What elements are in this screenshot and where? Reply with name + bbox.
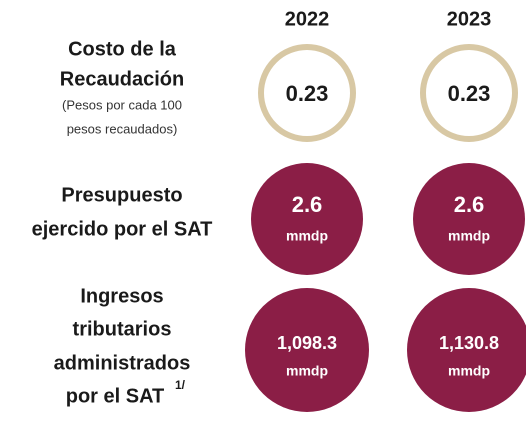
row-label: administrados xyxy=(54,352,191,374)
unit: mmdp xyxy=(448,228,490,244)
value: 2.6 xyxy=(454,192,485,217)
row-label: tributarios xyxy=(73,318,172,340)
row-label: Recaudación xyxy=(60,68,184,90)
row-label: Costo de la xyxy=(68,38,177,60)
circle xyxy=(251,163,363,275)
circle xyxy=(407,288,526,412)
column-header: 2023 xyxy=(447,8,492,30)
row-sublabel: pesos recaudados) xyxy=(67,121,178,136)
unit: mmdp xyxy=(286,228,328,244)
circle xyxy=(245,288,369,412)
circle xyxy=(413,163,525,275)
value: 1,130.8 xyxy=(439,333,499,353)
unit: mmdp xyxy=(448,363,490,379)
value: 1,098.3 xyxy=(277,333,337,353)
value: 2.6 xyxy=(292,192,323,217)
column-header: 2022 xyxy=(285,8,330,30)
note-ref: 1/ xyxy=(175,378,186,392)
unit: mmdp xyxy=(286,363,328,379)
row-label: por el SAT xyxy=(66,385,165,407)
ring xyxy=(258,44,356,142)
row-label: Presupuesto xyxy=(61,184,182,206)
ring xyxy=(420,44,518,142)
value: 0.23 xyxy=(286,81,329,106)
value: 0.23 xyxy=(448,81,491,106)
row-sublabel: (Pesos por cada 100 xyxy=(62,97,182,112)
row-label: ejercido por el SAT xyxy=(32,218,213,240)
row-label: Ingresos xyxy=(80,285,163,307)
